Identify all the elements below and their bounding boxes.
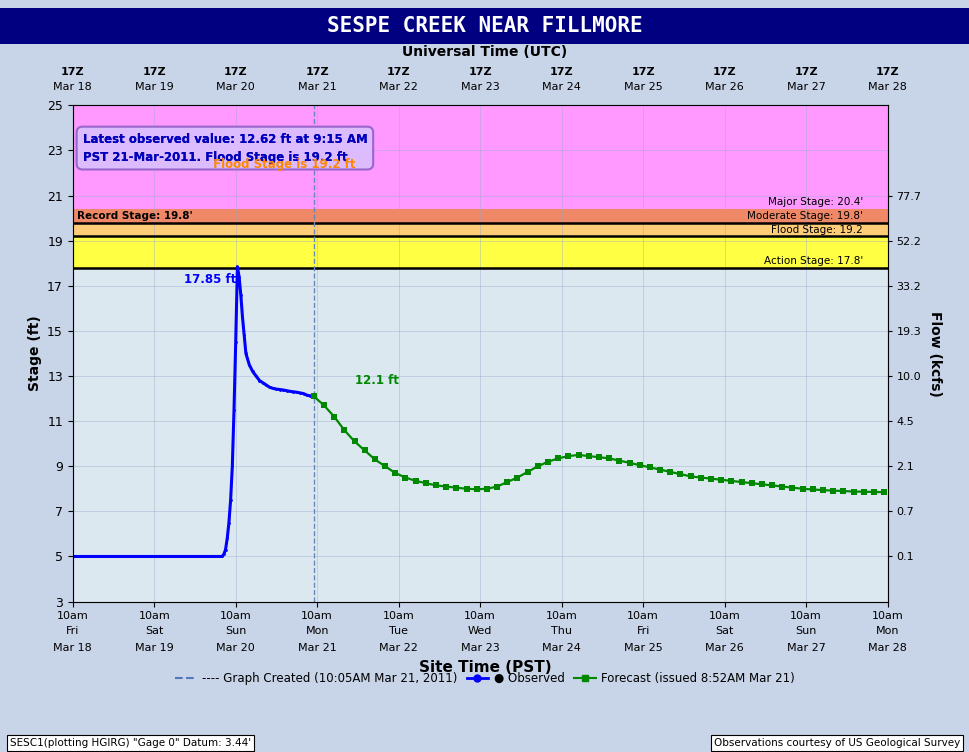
- Text: Mar 23: Mar 23: [460, 82, 499, 92]
- Text: Fri: Fri: [636, 626, 649, 636]
- Text: 10am: 10am: [57, 611, 88, 620]
- Text: Observations courtesy of US Geological Survey: Observations courtesy of US Geological S…: [713, 738, 959, 748]
- Text: Mar 22: Mar 22: [379, 643, 418, 653]
- Text: Mar 19: Mar 19: [135, 643, 173, 653]
- Bar: [73, 209, 887, 223]
- Text: Sun: Sun: [225, 626, 246, 636]
- Text: Mar 18: Mar 18: [53, 82, 92, 92]
- Text: 17Z: 17Z: [305, 67, 328, 77]
- Text: Mar 21: Mar 21: [297, 643, 336, 653]
- Text: 17Z: 17Z: [61, 67, 84, 77]
- Text: Mar 24: Mar 24: [542, 82, 580, 92]
- Text: 10am: 10am: [546, 611, 577, 620]
- Text: Sat: Sat: [145, 626, 163, 636]
- Text: Mar 25: Mar 25: [623, 82, 662, 92]
- Bar: [73, 223, 887, 236]
- Text: Mon: Mon: [305, 626, 328, 636]
- Text: 17Z: 17Z: [142, 67, 166, 77]
- Text: 12.1 ft: 12.1 ft: [354, 374, 398, 387]
- Text: 17Z: 17Z: [712, 67, 735, 77]
- Text: Major Stage: 20.4': Major Stage: 20.4': [767, 197, 862, 208]
- Text: Mar 23: Mar 23: [460, 643, 499, 653]
- Text: Action Stage: 17.8': Action Stage: 17.8': [763, 256, 862, 266]
- Text: Mar 27: Mar 27: [786, 643, 825, 653]
- Text: Latest observed value: 12.62 ft at 9:15 AM
PST 21-Mar-2011. Flood Stage is 19.2 : Latest observed value: 12.62 ft at 9:15 …: [82, 132, 367, 164]
- Text: Mar 24: Mar 24: [542, 643, 580, 653]
- Text: Mar 20: Mar 20: [216, 82, 255, 92]
- Text: 10am: 10am: [708, 611, 739, 620]
- Text: Mar 27: Mar 27: [786, 82, 825, 92]
- Text: Fri: Fri: [66, 626, 79, 636]
- Text: 17.85 ft: 17.85 ft: [184, 273, 236, 287]
- Text: 10am: 10am: [301, 611, 332, 620]
- Y-axis label: Stage (ft): Stage (ft): [27, 316, 42, 391]
- Text: 10am: 10am: [464, 611, 495, 620]
- Text: Mar 19: Mar 19: [135, 82, 173, 92]
- Text: Wed: Wed: [467, 626, 492, 636]
- Text: Mar 20: Mar 20: [216, 643, 255, 653]
- Text: 17Z: 17Z: [549, 67, 573, 77]
- Text: SESPE CREEK NEAR FILLMORE: SESPE CREEK NEAR FILLMORE: [327, 16, 642, 35]
- Bar: [73, 105, 887, 209]
- Text: Record Stage: 19.8': Record Stage: 19.8': [77, 211, 193, 221]
- Text: Latest observed value: 12.62 ft at 9:15 AM
PST 21-Mar-2011. Flood Stage is 19.2 : Latest observed value: 12.62 ft at 9:15 …: [82, 132, 367, 164]
- Text: Moderate Stage: 19.8': Moderate Stage: 19.8': [746, 211, 862, 221]
- Text: 10am: 10am: [383, 611, 414, 620]
- Text: 17Z: 17Z: [387, 67, 410, 77]
- Text: Mar 25: Mar 25: [623, 643, 662, 653]
- Text: 10am: 10am: [220, 611, 251, 620]
- Text: Sat: Sat: [715, 626, 733, 636]
- Text: Mar 28: Mar 28: [867, 643, 906, 653]
- Text: 10am: 10am: [627, 611, 658, 620]
- Text: 17Z: 17Z: [631, 67, 654, 77]
- Text: Mar 21: Mar 21: [297, 82, 336, 92]
- Text: Universal Time (UTC): Universal Time (UTC): [402, 44, 567, 59]
- Text: Sun: Sun: [795, 626, 816, 636]
- Text: Mar 26: Mar 26: [704, 82, 743, 92]
- Text: Flood Stage is 19.2 ft: Flood Stage is 19.2 ft: [208, 158, 355, 171]
- Text: 17Z: 17Z: [224, 67, 247, 77]
- Text: 10am: 10am: [790, 611, 821, 620]
- Text: 17Z: 17Z: [875, 67, 898, 77]
- Text: Mar 28: Mar 28: [867, 82, 906, 92]
- Text: 17Z: 17Z: [794, 67, 817, 77]
- Text: 10am: 10am: [871, 611, 902, 620]
- Bar: [73, 236, 887, 268]
- Text: Mar 22: Mar 22: [379, 82, 418, 92]
- Text: Tue: Tue: [389, 626, 408, 636]
- Text: 10am: 10am: [139, 611, 170, 620]
- Legend: ---- Graph Created (10:05AM Mar 21, 2011), ● Observed, Forecast (issued 8:52AM M: ---- Graph Created (10:05AM Mar 21, 2011…: [170, 667, 799, 690]
- Text: Flood Stage: 19.2: Flood Stage: 19.2: [770, 225, 862, 235]
- Text: Mon: Mon: [875, 626, 898, 636]
- Text: Thu: Thu: [550, 626, 572, 636]
- Text: Mar 18: Mar 18: [53, 643, 92, 653]
- Y-axis label: Flow (kcfs): Flow (kcfs): [927, 311, 942, 396]
- Text: SESC1(plotting HGIRG) "Gage 0" Datum: 3.44': SESC1(plotting HGIRG) "Gage 0" Datum: 3.…: [10, 738, 251, 748]
- Text: Site Time (PST): Site Time (PST): [419, 660, 550, 675]
- Text: 17Z: 17Z: [468, 67, 491, 77]
- Text: Mar 26: Mar 26: [704, 643, 743, 653]
